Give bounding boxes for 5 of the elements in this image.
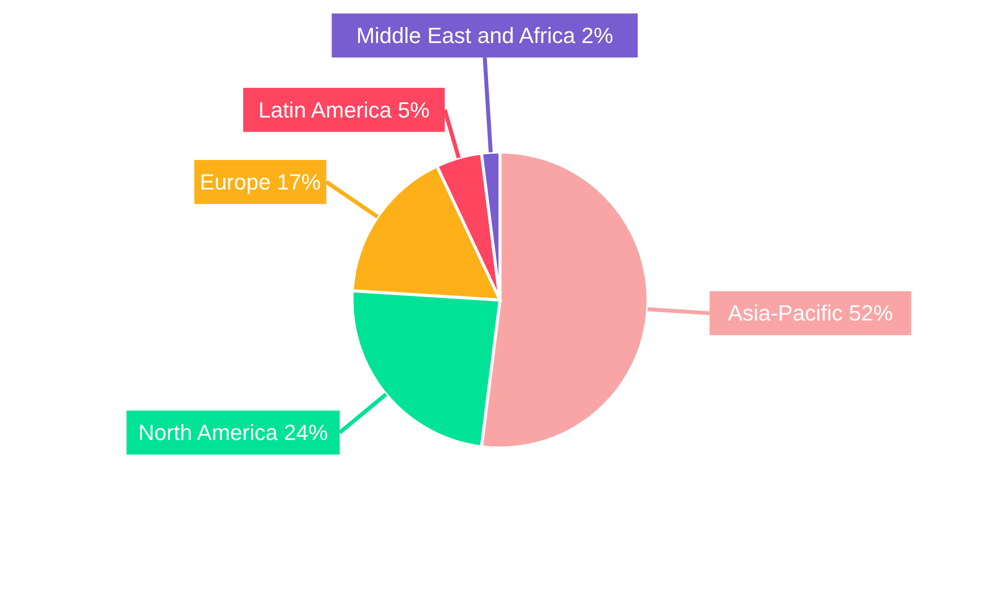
slice-label: North America 24% <box>138 420 328 446</box>
slice-label: Europe 17% <box>200 169 321 194</box>
slice-label: Middle East and Africa 2% <box>356 22 614 48</box>
slice-label: Asia-Pacific 52% <box>728 300 893 326</box>
slice-label: Latin America 5% <box>258 97 430 122</box>
